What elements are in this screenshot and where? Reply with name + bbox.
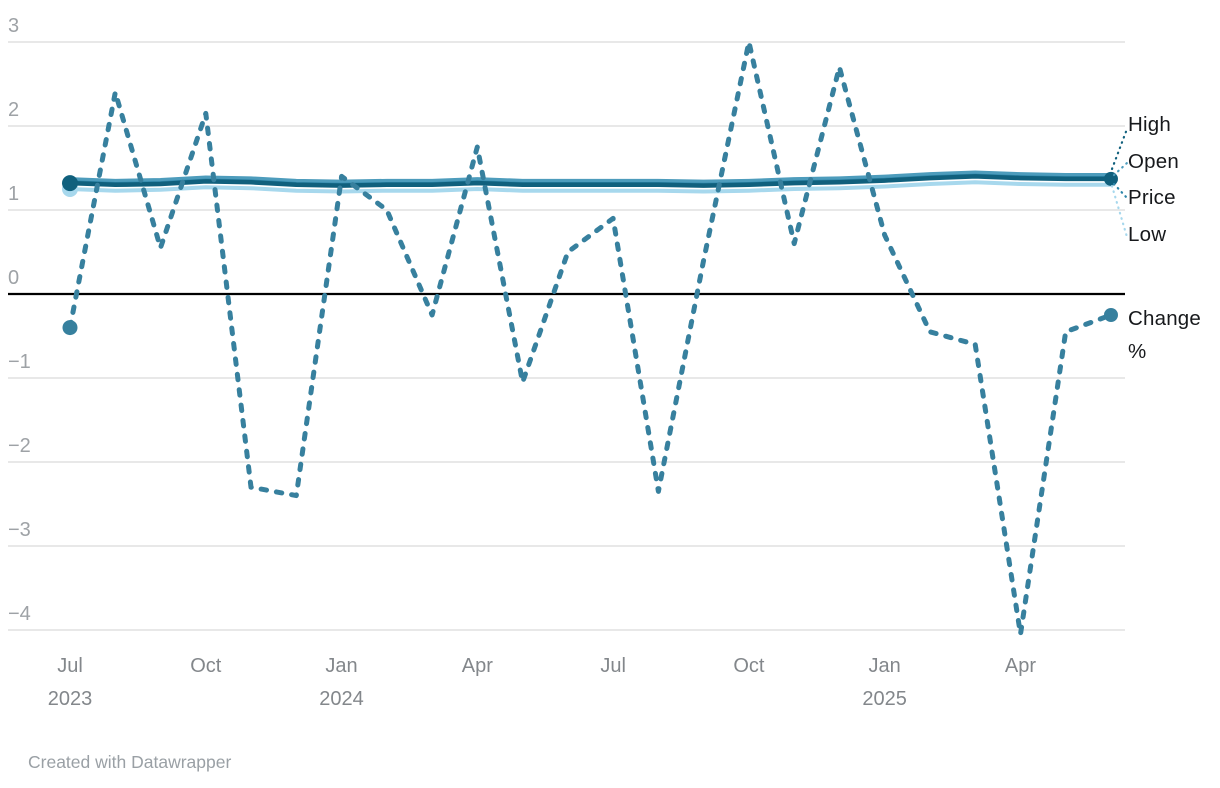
x-tick-year-label: 2025: [862, 688, 907, 710]
datawrapper-credit: Created with Datawrapper: [28, 752, 232, 772]
price-start-dot: [62, 175, 78, 192]
change-end-dot: [1103, 308, 1118, 322]
leader-price: [1112, 182, 1129, 200]
series-line-change: [67, 39, 1114, 637]
x-tick-label: Jan: [869, 655, 901, 677]
y-tick-label: −1: [8, 351, 31, 373]
y-tick-label: 1: [8, 183, 19, 205]
y-tick-label: −2: [8, 435, 31, 457]
y-tick-label: −3: [8, 519, 31, 541]
series-label-high: High: [1128, 113, 1171, 136]
series-label-price: Price: [1128, 186, 1176, 209]
x-tick-label: Jan: [325, 655, 357, 677]
y-tick-label: 3: [8, 15, 19, 37]
x-tick-label: Apr: [1005, 655, 1036, 677]
leader-high: [1110, 127, 1129, 171]
y-tick-label: 2: [8, 99, 19, 121]
x-tick-label: Oct: [190, 655, 222, 677]
x-tick-year-label: 2023: [48, 688, 93, 710]
x-tick-label: Jul: [57, 655, 83, 677]
x-tick-year-label: 2024: [319, 688, 364, 710]
series-label-change-percent: Change %: [1128, 307, 1202, 363]
y-tick-label: 0: [8, 267, 19, 289]
price-end-dot: [1103, 171, 1118, 186]
series-label-open: Open: [1128, 150, 1179, 173]
series-line-low: [68, 180, 1113, 194]
change-start-dot: [62, 320, 78, 336]
x-tick-label: Oct: [733, 655, 765, 677]
x-tick-label: Jul: [600, 655, 626, 677]
y-tick-label: −4: [8, 603, 31, 625]
leader-low: [1110, 184, 1129, 239]
series-line-high: [68, 170, 1113, 184]
series-label-low: Low: [1128, 223, 1167, 246]
x-tick-label: Apr: [462, 655, 493, 677]
series-line-price: [67, 174, 1114, 188]
leader-open: [1112, 161, 1129, 177]
